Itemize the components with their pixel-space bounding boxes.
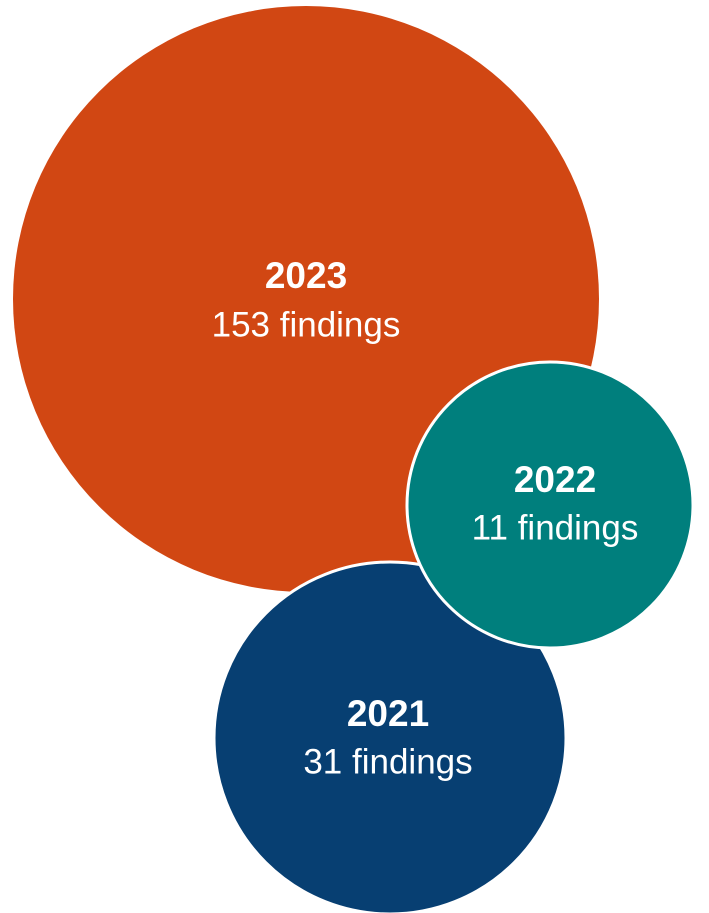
bubble-2021 [212,560,568,913]
node-text: 11 findings [472,508,639,547]
node-text: 31 findings [303,742,472,781]
node-text: 153 findings [212,305,401,344]
node-label: 2021 [347,693,429,734]
bubble-2022 [405,360,695,650]
node-label: 2022 [514,459,596,500]
node-label: 2023 [265,255,347,296]
